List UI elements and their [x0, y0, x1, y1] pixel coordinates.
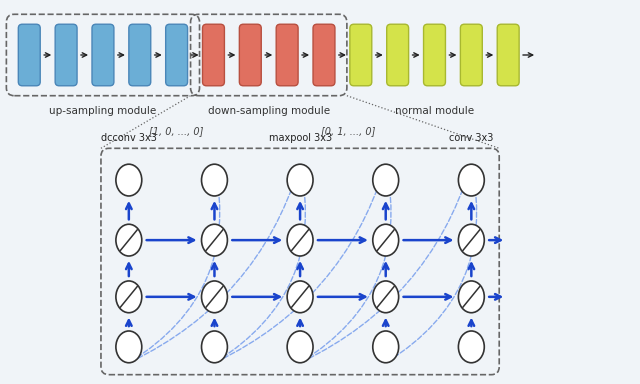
FancyArrowPatch shape	[217, 168, 385, 362]
Ellipse shape	[372, 331, 399, 363]
Ellipse shape	[116, 331, 142, 363]
Text: [0, 1, ..., 0]: [0, 1, ..., 0]	[321, 126, 375, 136]
FancyBboxPatch shape	[239, 24, 261, 86]
FancyArrowPatch shape	[388, 169, 477, 361]
FancyArrowPatch shape	[303, 169, 391, 361]
Text: conv 3x3: conv 3x3	[449, 133, 493, 143]
Ellipse shape	[458, 164, 484, 196]
FancyBboxPatch shape	[497, 24, 519, 86]
Text: normal module: normal module	[395, 106, 474, 116]
Ellipse shape	[287, 164, 313, 196]
FancyArrowPatch shape	[131, 169, 220, 361]
FancyBboxPatch shape	[276, 24, 298, 86]
Ellipse shape	[372, 224, 399, 256]
Text: down-sampling module: down-sampling module	[207, 106, 330, 116]
FancyBboxPatch shape	[166, 24, 188, 86]
FancyBboxPatch shape	[55, 24, 77, 86]
Ellipse shape	[458, 224, 484, 256]
FancyBboxPatch shape	[19, 24, 40, 86]
FancyBboxPatch shape	[129, 24, 151, 86]
Ellipse shape	[287, 331, 313, 363]
FancyBboxPatch shape	[350, 24, 372, 86]
FancyBboxPatch shape	[92, 24, 114, 86]
Text: up-sampling module: up-sampling module	[49, 106, 157, 116]
Ellipse shape	[372, 164, 399, 196]
Ellipse shape	[202, 164, 227, 196]
Ellipse shape	[287, 224, 313, 256]
FancyBboxPatch shape	[202, 24, 225, 86]
Ellipse shape	[458, 281, 484, 313]
Text: maxpool 3x3: maxpool 3x3	[269, 133, 332, 143]
FancyArrowPatch shape	[303, 168, 471, 362]
FancyArrowPatch shape	[131, 168, 300, 362]
Ellipse shape	[202, 331, 227, 363]
Ellipse shape	[372, 281, 399, 313]
Text: [1, 0, ..., 0]: [1, 0, ..., 0]	[149, 126, 204, 136]
FancyBboxPatch shape	[424, 24, 445, 86]
FancyBboxPatch shape	[313, 24, 335, 86]
FancyBboxPatch shape	[460, 24, 483, 86]
FancyBboxPatch shape	[387, 24, 408, 86]
Ellipse shape	[116, 164, 142, 196]
Ellipse shape	[458, 331, 484, 363]
Text: dcconv 3x3: dcconv 3x3	[101, 133, 157, 143]
Ellipse shape	[287, 281, 313, 313]
Ellipse shape	[202, 224, 227, 256]
FancyArrowPatch shape	[217, 169, 305, 361]
Ellipse shape	[116, 224, 142, 256]
Ellipse shape	[116, 281, 142, 313]
Ellipse shape	[202, 281, 227, 313]
